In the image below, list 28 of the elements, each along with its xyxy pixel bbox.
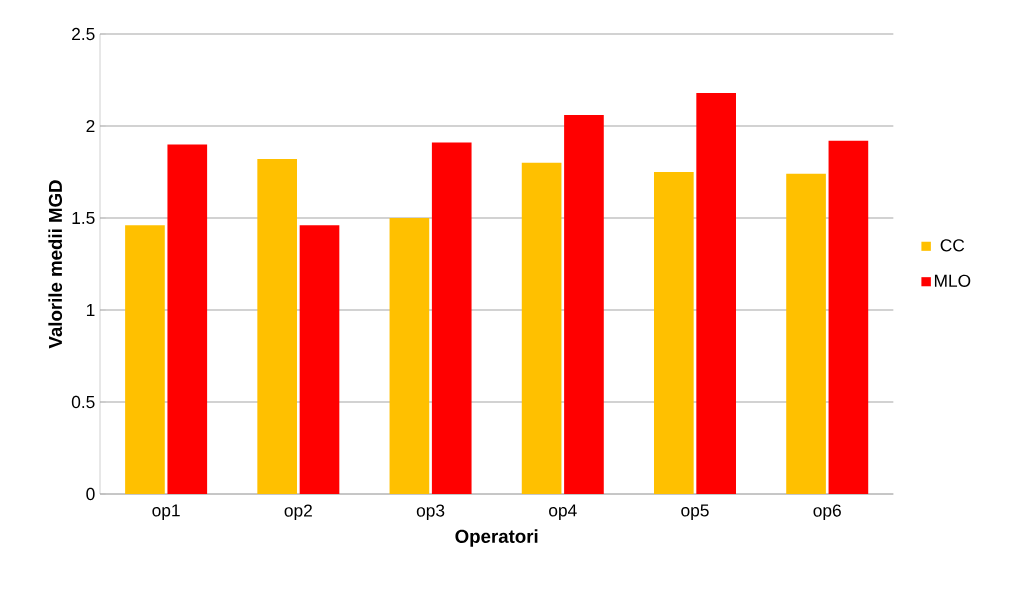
x-tick-label: op5 [681,504,709,520]
bar [786,173,826,494]
bar [389,218,430,494]
bar [299,225,340,494]
bar [431,142,472,494]
y-axis-title: Valorile medii MGD [48,180,63,349]
legend-label: CC [940,239,965,252]
bar [828,140,869,494]
bar [125,225,165,494]
bar [564,114,604,494]
legend-label: MLO [934,274,971,287]
x-axis-title: Operatori [455,529,538,547]
x-tick-label: op3 [416,504,445,521]
y-tick-label: 1.5 [72,211,95,225]
x-tick-label: op1 [152,504,180,520]
bar [167,144,208,494]
bar [521,162,562,494]
x-tick-label: op2 [284,504,312,521]
y-tick-label: 2.5 [72,27,95,41]
bar [257,159,297,494]
bar [654,172,694,494]
bar [696,92,736,494]
x-tick-label: op6 [813,504,841,521]
y-tick-label: 2 [86,119,95,133]
x-tick-label: op4 [549,504,577,520]
y-tick-label: 0 [86,487,95,501]
y-tick-label: 1 [86,304,95,316]
y-tick-label: 0.5 [71,395,95,409]
